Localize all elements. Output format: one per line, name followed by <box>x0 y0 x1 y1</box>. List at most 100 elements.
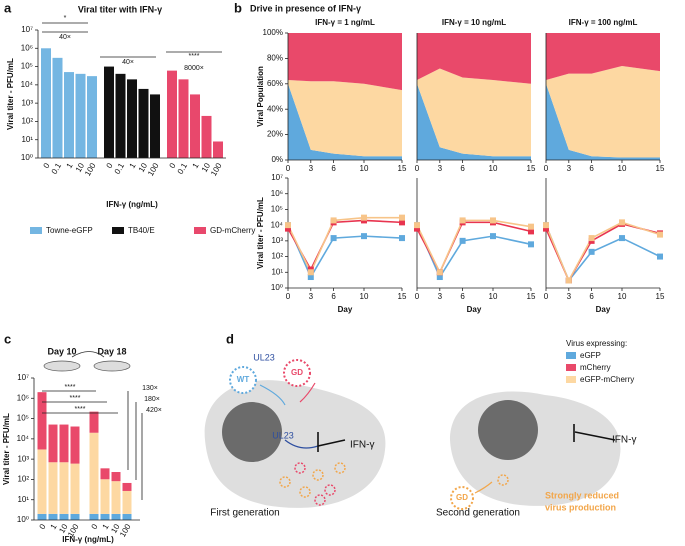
x-axis-label: IFN-γ (ng/mL) <box>106 200 158 209</box>
x-tick-label: 6 <box>460 292 465 301</box>
legend-title: Virus expressing: <box>566 339 627 348</box>
x-tick-label: 0 <box>168 161 178 170</box>
y-tick-label: 10⁰ <box>21 153 33 162</box>
x-tick-label: 15 <box>656 164 665 173</box>
nucleus <box>478 400 538 460</box>
x-tick-label: 10 <box>618 292 627 301</box>
bar <box>75 73 86 158</box>
marker <box>459 217 466 224</box>
y-tick-label: 10² <box>17 475 29 484</box>
x-tick-label: 3 <box>567 164 572 173</box>
legend-label: eGFP-mCherry <box>580 375 634 384</box>
y-tick-label: 10⁷ <box>17 373 29 382</box>
bar <box>190 94 200 158</box>
x-tick-label: 15 <box>398 164 407 173</box>
marker <box>619 235 625 242</box>
marker <box>490 233 496 240</box>
x-tick-label: 15 <box>656 292 665 301</box>
legend-swatch <box>566 364 576 371</box>
y-tick-label: 10³ <box>271 236 283 245</box>
virus-wt <box>229 366 257 394</box>
bar-segment <box>111 481 121 514</box>
bar-segment <box>89 513 99 520</box>
area <box>288 79 402 157</box>
virus-gd <box>283 359 311 387</box>
bar <box>167 70 177 158</box>
generation-label: First generation <box>210 508 279 519</box>
area <box>546 33 660 80</box>
arrow <box>259 384 286 406</box>
annotation: **** <box>70 395 81 402</box>
legend-label: Towne-eGFP <box>46 226 93 235</box>
area <box>417 68 531 157</box>
x-axis-label: Day <box>467 305 482 314</box>
inhibition <box>284 439 319 449</box>
x-axis-label: Day <box>338 305 353 314</box>
chart-title: Viral titer with IFN-γ <box>78 4 162 14</box>
x-tick-label: 0.1 <box>176 161 190 176</box>
y-tick-label: 20% <box>267 130 283 139</box>
y-tick-label: 40% <box>267 104 283 113</box>
annotation: **** <box>75 406 86 413</box>
marker <box>414 225 420 232</box>
bar <box>127 79 137 158</box>
virus-label: GD <box>456 493 468 502</box>
y-tick-label: 0% <box>271 155 283 164</box>
cell <box>450 391 621 506</box>
y-tick-label: 10¹ <box>271 267 283 276</box>
x-tick-label: 3 <box>438 292 443 301</box>
y-tick-label: 10⁶ <box>271 189 283 198</box>
bar-segment <box>59 462 69 514</box>
area <box>546 66 660 158</box>
legend-label: eGFP <box>580 351 601 360</box>
annotation: Day 18 <box>97 346 126 356</box>
x-tick-label: 6 <box>589 292 594 301</box>
x-tick-label: 10 <box>489 292 498 301</box>
legend-swatch <box>30 227 42 234</box>
x-tick-label: 3 <box>309 164 314 173</box>
x-tick-label: 10 <box>489 164 498 173</box>
x-tick-label: 10 <box>618 164 627 173</box>
bar <box>41 48 51 158</box>
panel-title: Drive in presence of IFN-γ <box>250 3 361 13</box>
annotation: **** <box>189 53 200 60</box>
x-tick-label: 100 <box>146 161 161 178</box>
marker <box>657 253 663 260</box>
legend-label: mCherry <box>580 363 611 372</box>
ifn-line <box>574 431 616 441</box>
x-tick-label: 1 <box>49 522 59 531</box>
arrow <box>299 382 316 403</box>
nucleus <box>222 402 282 462</box>
marker <box>330 217 337 224</box>
y-tick-label: 10² <box>271 252 283 261</box>
x-tick-label: 10 <box>360 292 369 301</box>
x-tick-label: 6 <box>331 292 336 301</box>
marker <box>285 222 291 229</box>
x-tick-label: 0 <box>90 522 100 531</box>
progeny-viruses <box>279 462 509 506</box>
x-tick-label: 6 <box>589 164 594 173</box>
line <box>416 224 532 279</box>
y-tick-label: 10¹ <box>17 495 29 504</box>
dish-icons <box>43 351 131 372</box>
bar-segment <box>48 424 58 463</box>
y-tick-label: 10⁴ <box>271 220 284 229</box>
bar <box>213 141 223 158</box>
y-tick-label: 10⁷ <box>271 173 283 182</box>
y-tick-label: 10⁶ <box>17 393 29 402</box>
y-tick-label: 10⁶ <box>21 43 33 52</box>
bar-segment <box>122 513 132 520</box>
y-tick-label: 10³ <box>17 454 29 463</box>
x-tick-label: 100 <box>209 161 224 178</box>
y-axis-label: Viral titer - PFU/mL <box>256 197 265 269</box>
x-tick-label: 10 <box>360 164 369 173</box>
x-tick-label: 6 <box>460 164 465 173</box>
x-tick-label: 0 <box>544 292 549 301</box>
bar-segment <box>100 468 110 480</box>
bar-segment <box>70 463 80 514</box>
ifn-label: IFN-γ <box>350 440 374 451</box>
annotation: Day 10 <box>47 346 76 356</box>
x-tick-label: 1 <box>65 161 75 170</box>
x-tick-label: 1 <box>128 161 138 170</box>
